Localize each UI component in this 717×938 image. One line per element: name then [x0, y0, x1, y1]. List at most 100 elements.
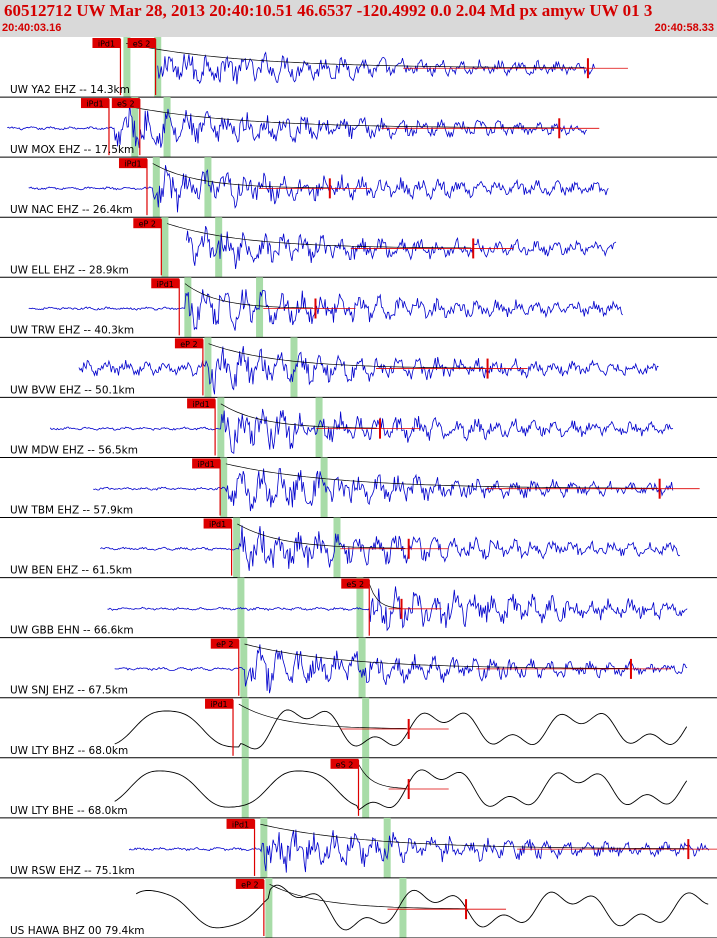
- trace-row: iPd1 UW LTY BHZ -- 68.0km: [0, 697, 717, 759]
- pick-label: eS 2: [346, 580, 364, 589]
- station-label: US HAWA BHZ 00 79.4km: [10, 925, 145, 937]
- pick-label: iPd1: [98, 40, 115, 49]
- pick-flag: [80, 98, 109, 109]
- pick-flag: [92, 38, 121, 48]
- waveform: [28, 165, 609, 213]
- trace-row: iPd1 UW MDW EHZ -- 56.5km: [0, 397, 717, 458]
- pick-label: eS 2: [133, 40, 151, 49]
- trace-row: eS 2 UW GBB EHN -- 66.6km: [0, 577, 717, 639]
- trace-row: iPd1 eS 2 UW MOX EHZ -- 17.5km: [0, 97, 717, 158]
- station-label: UW BEN EHZ -- 61.5km: [10, 565, 132, 577]
- pick-label: iPd1: [86, 100, 103, 109]
- coda-curve: [152, 163, 329, 189]
- coda-curve: [260, 823, 689, 849]
- window-band: [358, 637, 366, 698]
- window-band: [383, 817, 391, 878]
- pick-label: iPd1: [198, 460, 215, 469]
- pick-flag: [127, 38, 156, 48]
- pick-flag: [174, 338, 203, 349]
- pick-label: iPd1: [210, 700, 227, 709]
- pick-flag: [151, 278, 180, 289]
- waveform: [114, 709, 688, 750]
- trace-row: iPd1 UW TBM EHZ -- 57.9km: [0, 457, 717, 519]
- end-time-label: 20:40:58.33: [654, 22, 714, 34]
- pick-label: iPd1: [124, 160, 141, 169]
- window-band: [356, 577, 364, 638]
- trace-row: eP 2 US HAWA BHZ 00 79.4km: [0, 877, 717, 938]
- waveform: [107, 586, 688, 632]
- coda-curve: [114, 103, 559, 129]
- pick-label: eP 2: [216, 640, 233, 649]
- station-label: UW BVW EHZ -- 50.1km: [10, 384, 135, 396]
- window-band: [240, 637, 248, 698]
- station-label: UW TBM EHZ -- 57.9km: [10, 505, 133, 517]
- event-title: 60512712 UW Mar 28, 2013 20:40:10.51 46.…: [4, 1, 653, 20]
- waveform: [114, 644, 688, 694]
- pick-flag: [210, 638, 239, 649]
- window-band: [215, 217, 223, 278]
- window-band: [152, 157, 160, 218]
- pick-flag: [341, 578, 370, 589]
- station-label: UW TRW EHZ -- 40.3km: [10, 324, 134, 336]
- waveform: [78, 346, 659, 395]
- pick-label: eP 2: [180, 340, 197, 349]
- coda-curve: [208, 343, 485, 369]
- waveform: [28, 289, 623, 331]
- pick-flag: [235, 878, 264, 889]
- window-band: [123, 37, 131, 98]
- trace-row: eP 2 UW ELL EHZ -- 28.9km: [0, 217, 717, 278]
- coda-curve: [220, 403, 377, 429]
- window-band: [241, 697, 249, 758]
- pick-flag: [133, 218, 162, 229]
- window-band: [204, 157, 212, 218]
- pick-label: iPd1: [232, 820, 249, 829]
- waveform: [157, 51, 595, 85]
- pick-flag: [187, 398, 216, 409]
- trace-row: iPd1 eS 2 UW YA2 EHZ -- 14.3km: [0, 37, 717, 98]
- window-band: [362, 757, 370, 818]
- pick-label: eS 2: [117, 100, 135, 109]
- station-label: UW LTY BHE -- 68.0km: [10, 805, 128, 817]
- coda-curve: [166, 223, 472, 249]
- coda-curve: [238, 703, 407, 729]
- coda-curve: [368, 583, 402, 609]
- coda-curve: [244, 643, 629, 669]
- station-label: UW YA2 EHZ -- 14.3km: [10, 84, 130, 96]
- window-band: [265, 877, 273, 938]
- window-band: [320, 457, 328, 518]
- window-band: [161, 217, 169, 278]
- window-band: [290, 337, 298, 398]
- waveform: [100, 525, 681, 571]
- station-label: UW LTY BHZ -- 68.0km: [10, 745, 128, 757]
- window-band: [241, 757, 249, 818]
- pick-label: iPd1: [192, 400, 209, 409]
- trace-row: eP 2 UW BVW EHZ -- 50.1km: [0, 337, 717, 398]
- pick-flag: [192, 458, 221, 469]
- window-band: [184, 277, 192, 338]
- station-label: UW SNJ EHZ -- 67.5km: [10, 685, 128, 697]
- waveform: [114, 769, 688, 811]
- waveform: [186, 226, 617, 270]
- trace-row: eS 2 UW LTY BHE -- 68.0km: [0, 757, 717, 819]
- pick-label: iPd1: [157, 280, 174, 289]
- pick-label: iPd1: [209, 520, 226, 529]
- pick-flag: [330, 758, 359, 769]
- event-header: 60512712 UW Mar 28, 2013 20:40:10.51 46.…: [0, 0, 717, 37]
- pick-flag: [118, 158, 147, 169]
- station-label: UW MOX EHZ -- 17.5km: [10, 144, 134, 156]
- trace-row: iPd1 UW BEN EHZ -- 61.5km: [0, 517, 717, 579]
- waveform: [49, 408, 674, 454]
- pick-flag: [205, 698, 234, 709]
- coda-curve: [358, 764, 407, 789]
- pick-flag: [203, 518, 232, 529]
- seismogram-plot: iPd1 eS 2 UW YA2 EHZ -- 14.3km iPd1 eS 2 UW M…: [0, 37, 717, 938]
- coda-curve: [225, 463, 658, 489]
- coda-curve: [184, 283, 314, 309]
- waveform: [7, 103, 588, 149]
- window-band: [163, 97, 171, 158]
- window-band: [399, 877, 407, 938]
- station-label: UW GBB EHN -- 66.6km: [10, 625, 134, 637]
- station-label: UW ELL EHZ -- 28.9km: [10, 264, 129, 276]
- window-band: [333, 517, 341, 578]
- pick-label: eS 2: [336, 760, 354, 769]
